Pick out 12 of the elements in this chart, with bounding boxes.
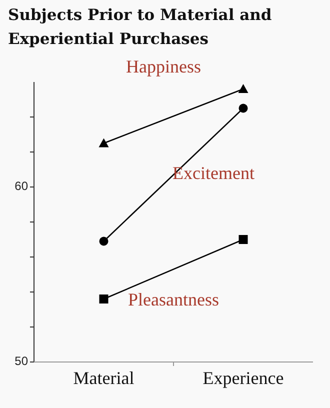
chart-title: Subjects Prior to Material and Experiential Purchases: [8, 5, 272, 48]
point: [238, 235, 248, 244]
x-tick-label: Material: [73, 368, 134, 388]
point: [238, 104, 248, 113]
series-label: Happiness: [126, 56, 201, 76]
series-label: Excitement: [172, 162, 254, 183]
series-label: Pleasantness: [128, 289, 219, 310]
point: [99, 294, 108, 304]
x-tick-label: Experience: [202, 368, 284, 388]
point: [99, 236, 108, 246]
y-tick-label: 50: [14, 354, 28, 368]
y-tick-label: 60: [14, 179, 28, 194]
